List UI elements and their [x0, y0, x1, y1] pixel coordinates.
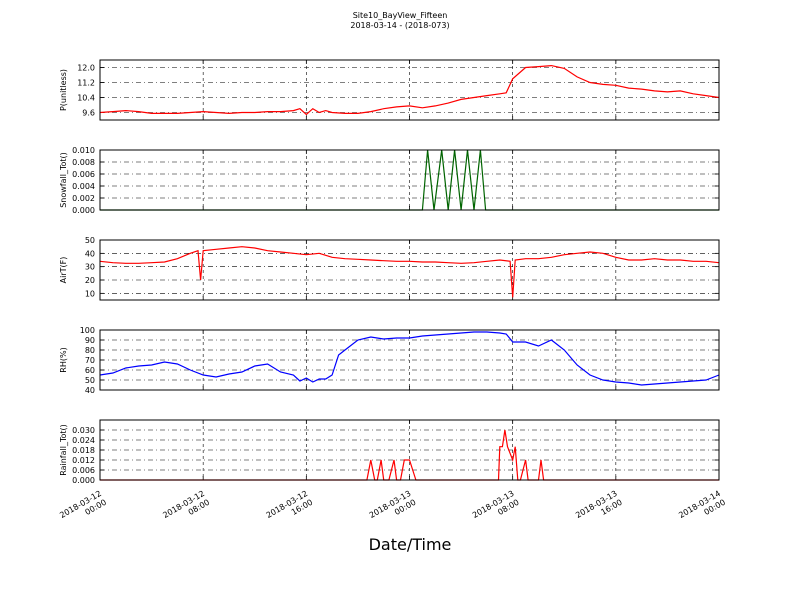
- series-line-rh: [99, 331, 720, 386]
- y-axis-label-snowfall: Snowfall_Tot(): [59, 152, 68, 208]
- y-tick-label-pressure: 10.4: [77, 94, 95, 103]
- y-tick-label-pressure: 11.2: [77, 79, 95, 88]
- y-tick-label-airtemp: 50: [85, 236, 95, 245]
- y-tick-label-airtemp: 20: [85, 276, 95, 285]
- y-tick-label-pressure: 12.0: [77, 64, 95, 73]
- y-tick-label-rh: 90: [85, 336, 95, 345]
- y-axis-label-rainfall: Rainfall_Tot(): [59, 424, 68, 476]
- y-tick-label-rh: 80: [85, 346, 95, 355]
- y-tick-label-rh: 100: [80, 326, 95, 335]
- y-tick-label-rh: 60: [85, 366, 95, 375]
- chart-title: Site10_BayView_Fifteen: [352, 11, 448, 20]
- y-tick-label-pressure: 9.6: [82, 109, 95, 118]
- y-tick-label-snowfall: 0.010: [72, 146, 95, 155]
- y-tick-label-airtemp: 30: [85, 263, 95, 272]
- x-tick-label: 2018-03-1400:00: [677, 489, 727, 529]
- series-line-rainfall: [100, 429, 719, 481]
- x-axis-title: Date/Time: [369, 535, 452, 554]
- series-line-airtemp: [99, 246, 720, 298]
- y-axis-label-airtemp: AirT(F): [59, 257, 68, 284]
- series-line-pressure: [99, 64, 720, 116]
- y-tick-label-snowfall: 0.004: [72, 182, 95, 191]
- y-tick-label-rainfall: 0.024: [72, 436, 95, 445]
- x-tick-label: 2018-03-1308:00: [471, 489, 521, 529]
- axes-frame-rainfall: [99, 419, 720, 481]
- y-tick-label-rainfall: 0.012: [72, 456, 95, 465]
- y-tick-label-rh: 40: [85, 386, 95, 395]
- y-tick-label-rainfall: 0.000: [72, 476, 95, 485]
- y-tick-label-snowfall: 0.000: [72, 206, 95, 215]
- axes-frame-snowfall: [99, 149, 720, 211]
- y-tick-label-rainfall: 0.006: [72, 466, 95, 475]
- y-tick-label-snowfall: 0.006: [72, 170, 95, 179]
- y-axis-label-rh: RH(%): [59, 347, 68, 372]
- axes-frame-airtemp: [99, 239, 720, 301]
- axes-frame-pressure: [99, 59, 720, 121]
- x-tick-label: 2018-03-1316:00: [574, 489, 624, 529]
- x-tick-label: 2018-03-1300:00: [368, 489, 418, 529]
- x-tick-label: 2018-03-1216:00: [265, 489, 315, 529]
- y-tick-label-rainfall: 0.030: [72, 426, 95, 435]
- y-tick-label-rh: 50: [85, 376, 95, 385]
- y-tick-label-snowfall: 0.002: [72, 194, 95, 203]
- y-tick-label-snowfall: 0.008: [72, 158, 95, 167]
- chart-subtitle: 2018-03-14 - (2018-073): [350, 21, 450, 30]
- y-tick-label-airtemp: 10: [85, 289, 95, 298]
- y-tick-label-rainfall: 0.018: [72, 446, 95, 455]
- axes-frame-rh: [99, 329, 720, 391]
- x-tick-label: 2018-03-1208:00: [161, 489, 211, 529]
- x-tick-label: 2018-03-1200:00: [58, 489, 108, 529]
- y-tick-label-rh: 70: [85, 356, 95, 365]
- y-tick-label-airtemp: 40: [85, 249, 95, 258]
- y-axis-label-pressure: P(unitless): [59, 69, 68, 111]
